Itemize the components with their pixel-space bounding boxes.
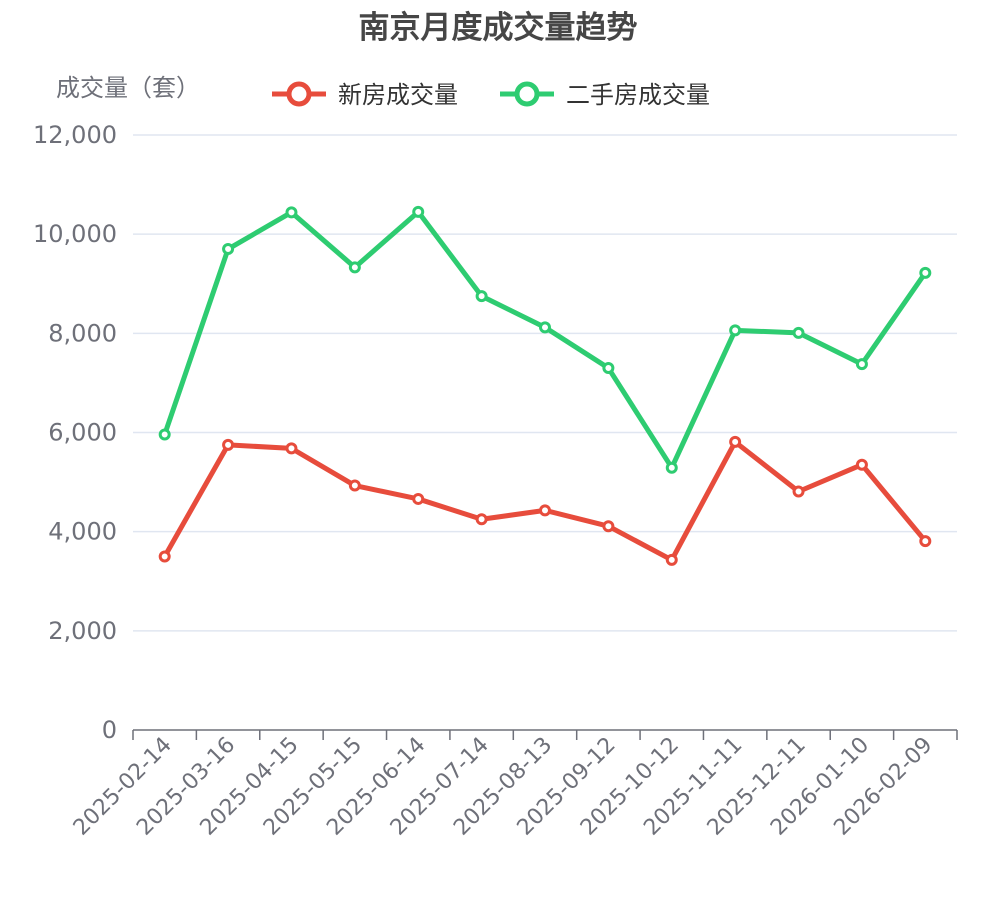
series-new-home: [158, 435, 932, 566]
data-point[interactable]: [475, 290, 488, 303]
data-point[interactable]: [285, 442, 298, 455]
data-point[interactable]: [412, 205, 425, 218]
y-axis-ticks: 0 2,000 4,000 6,000 8,000 10,000 12,000: [33, 121, 117, 744]
legend-item-new-home[interactable]: 新房成交量: [272, 81, 458, 109]
data-point[interactable]: [602, 520, 615, 533]
data-point[interactable]: [222, 438, 235, 451]
data-point[interactable]: [792, 485, 805, 498]
data-point[interactable]: [855, 458, 868, 471]
y-axis-label: 成交量（套）: [56, 74, 200, 102]
series-line: [162, 439, 928, 563]
y-tick-label: 6,000: [48, 419, 117, 447]
y-tick-label: 2,000: [48, 617, 117, 645]
y-tick-label: 4,000: [48, 518, 117, 546]
chart-title: 南京月度成交量趋势: [359, 10, 638, 46]
data-point[interactable]: [475, 513, 488, 526]
legend-marker-icon: [286, 81, 312, 107]
y-tick-label: 10,000: [33, 220, 117, 248]
data-point[interactable]: [792, 326, 805, 339]
y-tick-label: 0: [102, 716, 117, 744]
data-point[interactable]: [285, 206, 298, 219]
legend-label: 二手房成交量: [566, 81, 710, 109]
data-point[interactable]: [222, 243, 235, 256]
y-tick-label: 12,000: [33, 121, 117, 149]
data-point[interactable]: [539, 321, 551, 334]
legend-label: 新房成交量: [338, 81, 458, 109]
data-point[interactable]: [602, 362, 615, 375]
data-point[interactable]: [855, 358, 868, 371]
data-point[interactable]: [729, 435, 742, 448]
series-resale-home: [158, 205, 932, 474]
data-point[interactable]: [158, 550, 171, 563]
data-point[interactable]: [919, 266, 932, 279]
x-axis: 2025-02-142025-03-162025-04-152025-05-15…: [69, 729, 958, 841]
legend[interactable]: 新房成交量 二手房成交量: [272, 81, 710, 109]
data-point[interactable]: [348, 479, 361, 492]
data-point[interactable]: [412, 492, 425, 505]
series-layer: [158, 205, 932, 566]
data-point[interactable]: [919, 535, 932, 548]
data-point[interactable]: [539, 504, 551, 517]
data-point[interactable]: [665, 553, 678, 566]
legend-item-resale-home[interactable]: 二手房成交量: [500, 81, 710, 109]
data-point[interactable]: [158, 428, 171, 441]
data-point[interactable]: [348, 261, 361, 274]
series-line: [162, 209, 928, 471]
data-point[interactable]: [729, 324, 742, 337]
grid-lines: [133, 134, 957, 632]
data-point[interactable]: [665, 461, 678, 474]
y-tick-label: 8,000: [48, 319, 117, 347]
legend-marker-icon: [514, 81, 540, 107]
